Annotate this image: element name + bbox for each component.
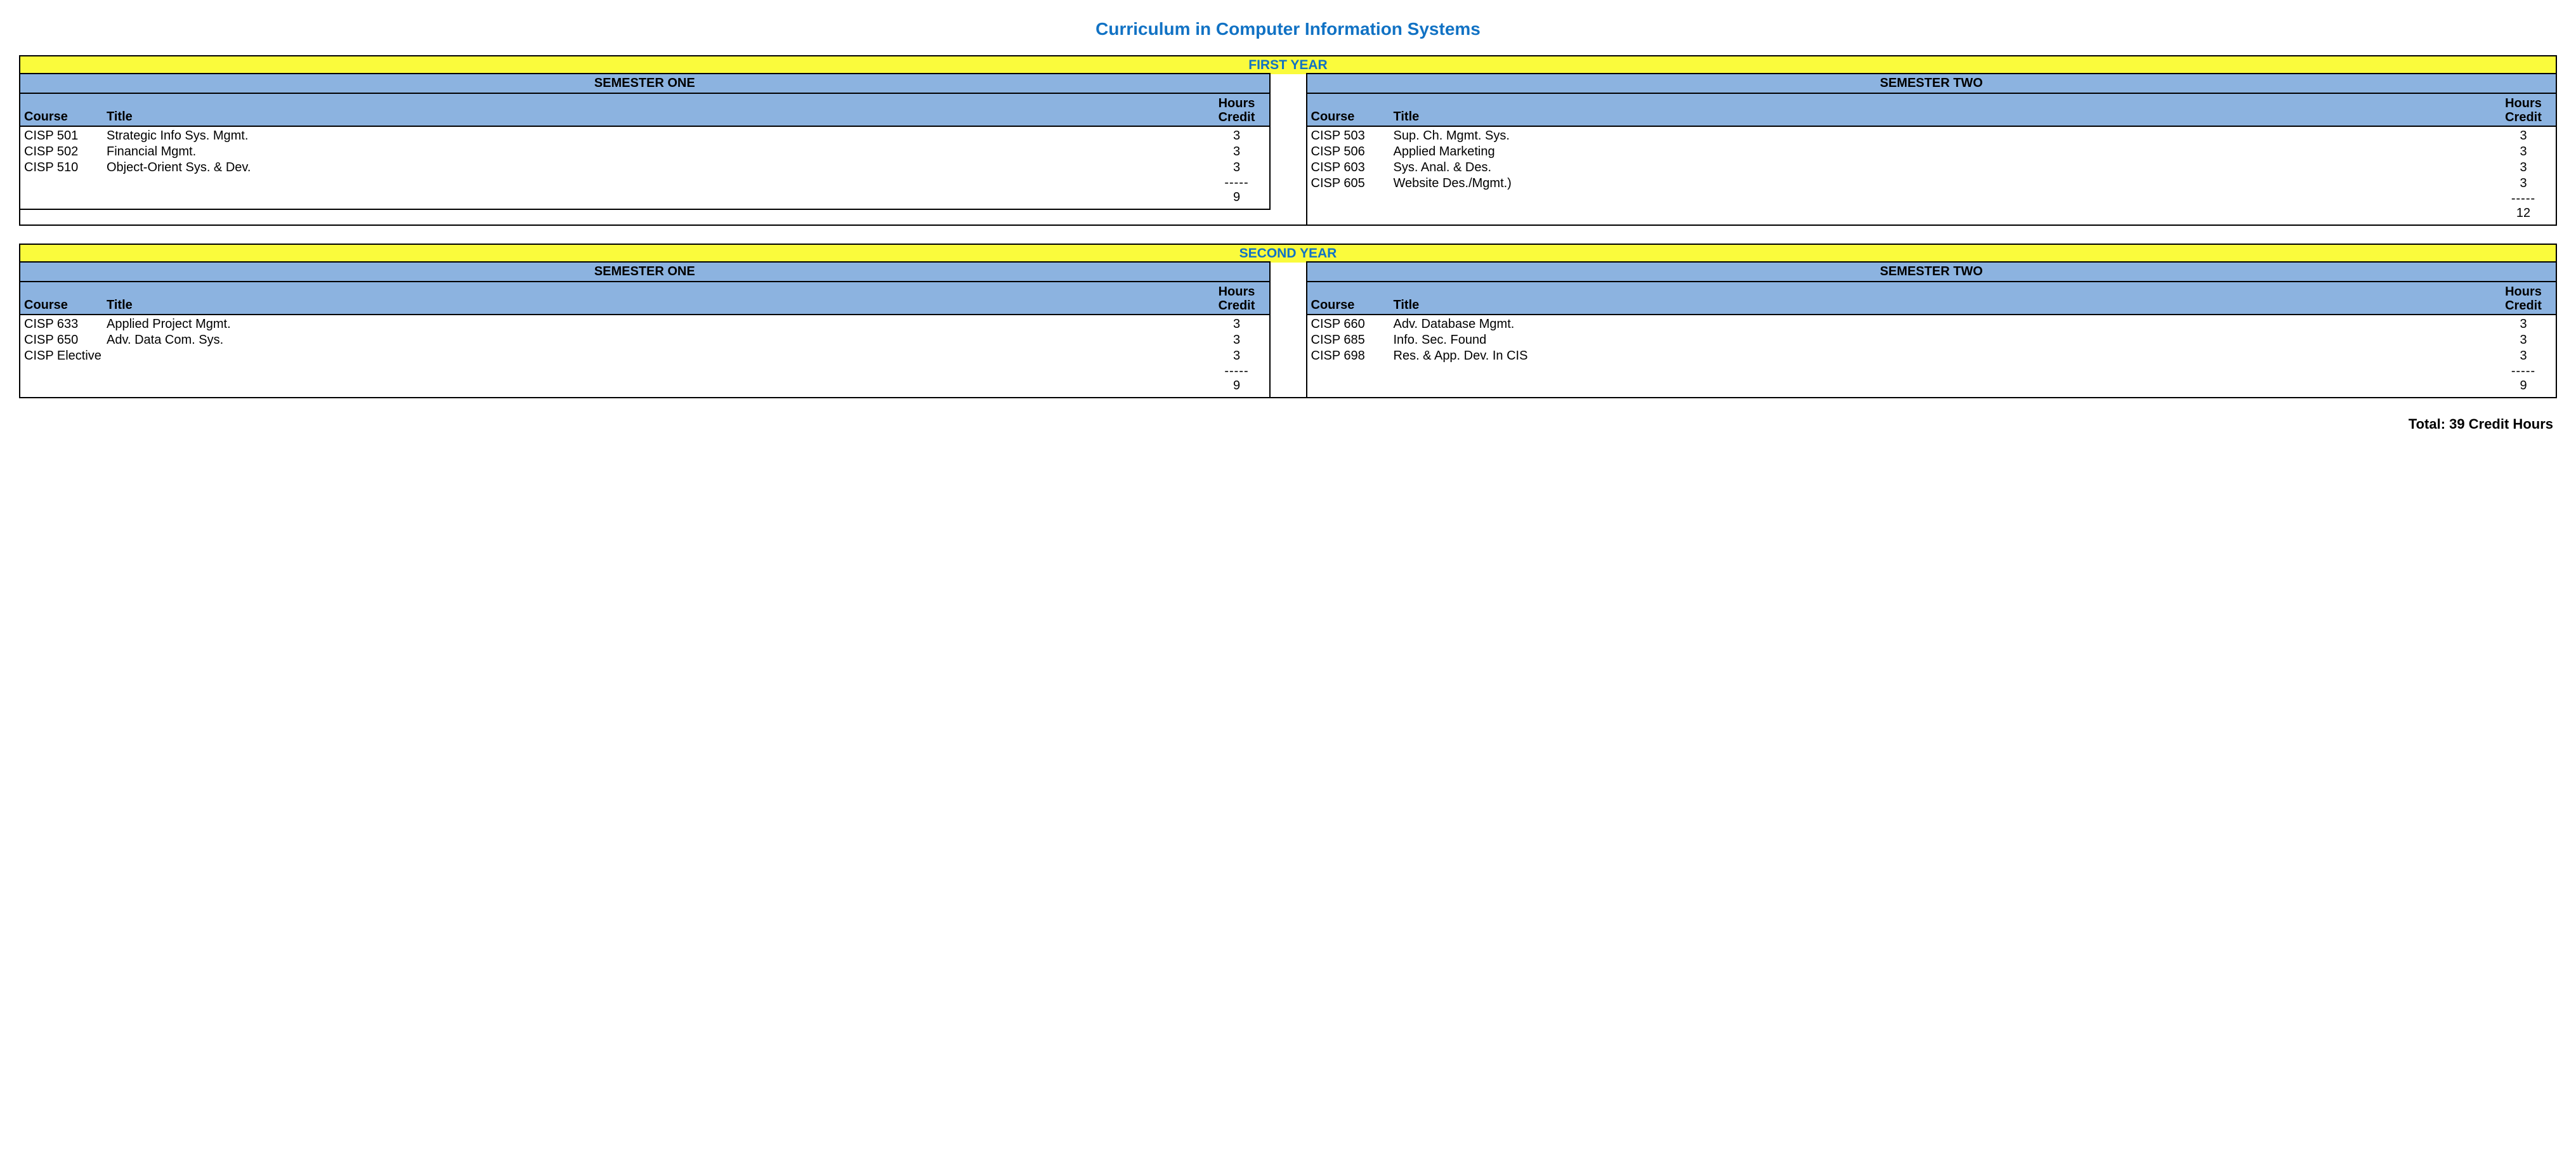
course-credit: 3 <box>2495 160 2552 176</box>
course-credit: 3 <box>2495 316 2552 332</box>
course-row: CISP 633Applied Project Mgmt.3 <box>24 316 1265 332</box>
course-code: CISP 685 <box>1311 332 1394 348</box>
col-header-course: Course <box>24 110 107 124</box>
course-title: Object-Orient Sys. & Dev. <box>107 160 1208 176</box>
course-title <box>107 348 1208 364</box>
col-header-title: Title <box>1394 110 2495 124</box>
semester-block: SEMESTER ONECourseTitleHoursCreditCISP 5… <box>19 73 1271 210</box>
credit-divider: ----- <box>2495 192 2552 206</box>
course-row: CISP 605Website Des./Mgmt.)3 <box>1311 176 2553 192</box>
column-headers: CourseTitleHoursCredit <box>1307 94 2556 127</box>
semester-title: SEMESTER TWO <box>1307 263 2556 282</box>
course-row: CISP 685Info. Sec. Found3 <box>1311 332 2553 348</box>
course-row: CISP 501Strategic Info Sys. Mgmt.3 <box>24 128 1265 144</box>
semesters-row: SEMESTER ONECourseTitleHoursCreditCISP 6… <box>20 263 2556 397</box>
course-title: Website Des./Mgmt.) <box>1394 176 2495 192</box>
year-block: FIRST YEARSEMESTER ONECourseTitleHoursCr… <box>19 55 2557 226</box>
course-code: CISP 660 <box>1311 316 1394 332</box>
col-header-course: Course <box>1311 110 1394 124</box>
col-header-title: Title <box>107 298 1208 313</box>
year-block: SECOND YEARSEMESTER ONECourseTitleHoursC… <box>19 244 2557 398</box>
credit-divider: ----- <box>1208 364 1265 379</box>
course-code: CISP 698 <box>1311 348 1394 364</box>
total-credit-hours: Total: 39 Credit Hours <box>19 416 2557 433</box>
semester-title: SEMESTER ONE <box>20 263 1269 282</box>
semester-title: SEMESTER TWO <box>1307 74 2556 94</box>
semester-subtotal: 9 <box>1208 190 1265 205</box>
course-code: CISP 603 <box>1311 160 1394 176</box>
course-row: CISP 506Applied Marketing3 <box>1311 144 2553 160</box>
credit-divider: ----- <box>1208 176 1265 190</box>
semester-block: SEMESTER TWOCourseTitleHoursCreditCISP 6… <box>1306 261 2558 398</box>
semester-block: SEMESTER TWOCourseTitleHoursCreditCISP 5… <box>1306 73 2558 226</box>
course-rows: CISP 660Adv. Database Mgmt.3CISP 685Info… <box>1307 315 2556 397</box>
year-header: FIRST YEAR <box>20 56 2556 74</box>
col-header-credit: HoursCredit <box>2495 96 2552 124</box>
course-code: CISP 510 <box>24 160 107 176</box>
column-headers: CourseTitleHoursCredit <box>20 94 1269 127</box>
course-title: Applied Marketing <box>1394 144 2495 160</box>
course-code: CISP 503 <box>1311 128 1394 144</box>
semester-subtotal: 12 <box>2495 206 2552 221</box>
col-header-course: Course <box>1311 298 1394 313</box>
course-code: CISP 605 <box>1311 176 1394 192</box>
course-row: CISP Elective 3 <box>24 348 1265 364</box>
year-header: SECOND YEAR <box>20 245 2556 263</box>
course-code: CISP 633 <box>24 316 107 332</box>
course-credit: 3 <box>1208 160 1265 176</box>
page-title: Curriculum in Computer Information Syste… <box>19 19 2557 39</box>
course-credit: 3 <box>1208 144 1265 160</box>
course-row: CISP 603Sys. Anal. & Des.3 <box>1311 160 2553 176</box>
course-row: CISP 698Res. & App. Dev. In CIS3 <box>1311 348 2553 364</box>
course-row: CISP 650Adv. Data Com. Sys.3 <box>24 332 1265 348</box>
semester-block: SEMESTER ONECourseTitleHoursCreditCISP 6… <box>19 261 1271 398</box>
course-code: CISP Elective <box>24 348 107 364</box>
course-code: CISP 502 <box>24 144 107 160</box>
course-row: CISP 503Sup. Ch. Mgmt. Sys.3 <box>1311 128 2553 144</box>
course-row: CISP 660Adv. Database Mgmt.3 <box>1311 316 2553 332</box>
column-headers: CourseTitleHoursCredit <box>1307 282 2556 315</box>
course-credit: 3 <box>2495 348 2552 364</box>
col-header-title: Title <box>107 110 1208 124</box>
course-credit: 3 <box>1208 128 1265 144</box>
col-header-title: Title <box>1394 298 2495 313</box>
course-title: Adv. Database Mgmt. <box>1394 316 2495 332</box>
col-header-credit: HoursCredit <box>1208 96 1265 124</box>
course-credit: 3 <box>2495 332 2552 348</box>
course-title: Info. Sec. Found <box>1394 332 2495 348</box>
col-header-credit: HoursCredit <box>2495 285 2552 313</box>
semester-title: SEMESTER ONE <box>20 74 1269 94</box>
course-credit: 3 <box>2495 176 2552 192</box>
col-header-credit: HoursCredit <box>1208 285 1265 313</box>
course-title: Res. & App. Dev. In CIS <box>1394 348 2495 364</box>
course-rows: CISP 501Strategic Info Sys. Mgmt.3CISP 5… <box>20 127 1269 209</box>
semester-subtotal: 9 <box>1208 379 1265 393</box>
course-title: Financial Mgmt. <box>107 144 1208 160</box>
col-header-course: Course <box>24 298 107 313</box>
course-code: CISP 501 <box>24 128 107 144</box>
course-credit: 3 <box>1208 348 1265 364</box>
course-title: Adv. Data Com. Sys. <box>107 332 1208 348</box>
course-rows: CISP 633Applied Project Mgmt.3CISP 650Ad… <box>20 315 1269 397</box>
semester-subtotal: 9 <box>2495 379 2552 393</box>
course-row: CISP 502Financial Mgmt.3 <box>24 144 1265 160</box>
course-code: CISP 650 <box>24 332 107 348</box>
course-credit: 3 <box>2495 128 2552 144</box>
years-container: FIRST YEARSEMESTER ONECourseTitleHoursCr… <box>19 55 2557 398</box>
course-credit: 3 <box>2495 144 2552 160</box>
course-credit: 3 <box>1208 316 1265 332</box>
course-credit: 3 <box>1208 332 1265 348</box>
course-title: Strategic Info Sys. Mgmt. <box>107 128 1208 144</box>
course-title: Sup. Ch. Mgmt. Sys. <box>1394 128 2495 144</box>
course-code: CISP 506 <box>1311 144 1394 160</box>
course-title: Applied Project Mgmt. <box>107 316 1208 332</box>
semesters-row: SEMESTER ONECourseTitleHoursCreditCISP 5… <box>20 74 2556 225</box>
credit-divider: ----- <box>2495 364 2552 379</box>
course-rows: CISP 503Sup. Ch. Mgmt. Sys.3CISP 506Appl… <box>1307 127 2556 225</box>
course-row: CISP 510Object-Orient Sys. & Dev.3 <box>24 160 1265 176</box>
column-headers: CourseTitleHoursCredit <box>20 282 1269 315</box>
course-title: Sys. Anal. & Des. <box>1394 160 2495 176</box>
